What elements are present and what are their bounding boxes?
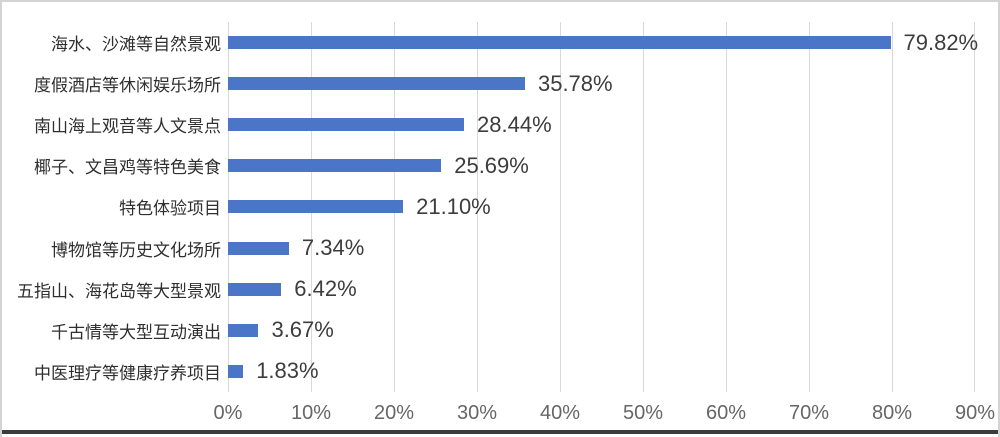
bar-row: 35.78% — [228, 63, 975, 104]
value-label: 25.69% — [454, 152, 529, 178]
x-tick-label: 60% — [705, 402, 747, 424]
category-label: 海水、沙滩等自然景观 — [51, 35, 221, 55]
bar — [228, 200, 404, 214]
bar-row: 21.10% — [228, 186, 975, 227]
bar — [228, 118, 465, 132]
plot-area: 79.82% 35.78% 28.44% 25.69% 21.10% 7.34% 6.42%… — [228, 22, 978, 392]
category-label: 特色体验项目 — [119, 199, 221, 219]
value-label: 35.78% — [537, 70, 613, 96]
bar — [228, 159, 442, 173]
gridline — [643, 22, 644, 392]
bar-row: 1.83% — [228, 351, 975, 392]
bar-row: 79.82% — [228, 22, 978, 63]
value-label: 3.67% — [271, 317, 334, 343]
value-label: 1.83% — [256, 358, 319, 384]
bar — [228, 323, 259, 337]
gridline — [560, 22, 561, 392]
x-tick-label: 20% — [373, 402, 415, 424]
gridline — [477, 22, 478, 392]
bar-row: 28.44% — [228, 104, 975, 145]
bar — [228, 364, 244, 378]
value-label: 6.42% — [294, 276, 357, 302]
x-tick-label: 40% — [539, 402, 581, 424]
x-tick-label: 90% — [954, 402, 996, 424]
gridline — [809, 22, 810, 392]
bar — [228, 282, 282, 296]
category-label: 椰子、文昌鸡等特色美食 — [34, 158, 221, 178]
bar-row: 7.34% — [228, 228, 975, 269]
x-tick-label: 10% — [290, 402, 332, 424]
x-tick-label: 70% — [788, 402, 830, 424]
category-label: 南山海上观音等人文景点 — [34, 117, 221, 137]
window-bottom-edge — [2, 430, 998, 434]
value-label: 7.34% — [301, 235, 365, 261]
bar-row: 25.69% — [228, 145, 975, 186]
category-label: 度假酒店等休闲娱乐场所 — [34, 76, 221, 96]
category-label: 中医理疗等健康疗养项目 — [34, 363, 221, 383]
gridline — [726, 22, 727, 392]
bar — [228, 36, 891, 50]
gridline — [892, 22, 893, 392]
category-label: 博物馆等历史文化场所 — [51, 240, 221, 260]
x-tick-label: 30% — [456, 402, 498, 424]
gridline — [974, 22, 975, 392]
value-label: 28.44% — [477, 111, 552, 137]
bar-row: 3.67% — [228, 310, 975, 351]
x-tick-label: 50% — [622, 402, 664, 424]
category-label: 千古情等大型互动演出 — [51, 322, 221, 342]
x-axis: 0% 10% 20% 30% 40% 50% 60% 70% 80% 90% — [2, 402, 998, 428]
x-tick-label: 80% — [871, 402, 913, 424]
bar-row: 6.42% — [228, 269, 975, 310]
value-label: 79.82% — [903, 29, 979, 55]
x-tick-label: 0% — [213, 402, 243, 424]
bar — [228, 77, 525, 91]
bar — [228, 241, 289, 255]
category-axis: 海水、沙滩等自然景观度假酒店等休闲娱乐场所 南山海上观音等人文景点 椰子、文昌鸡等特… — [2, 22, 221, 392]
value-label: 21.10% — [416, 193, 491, 219]
category-label: 五指山、海花岛等大型景观 — [17, 281, 221, 301]
